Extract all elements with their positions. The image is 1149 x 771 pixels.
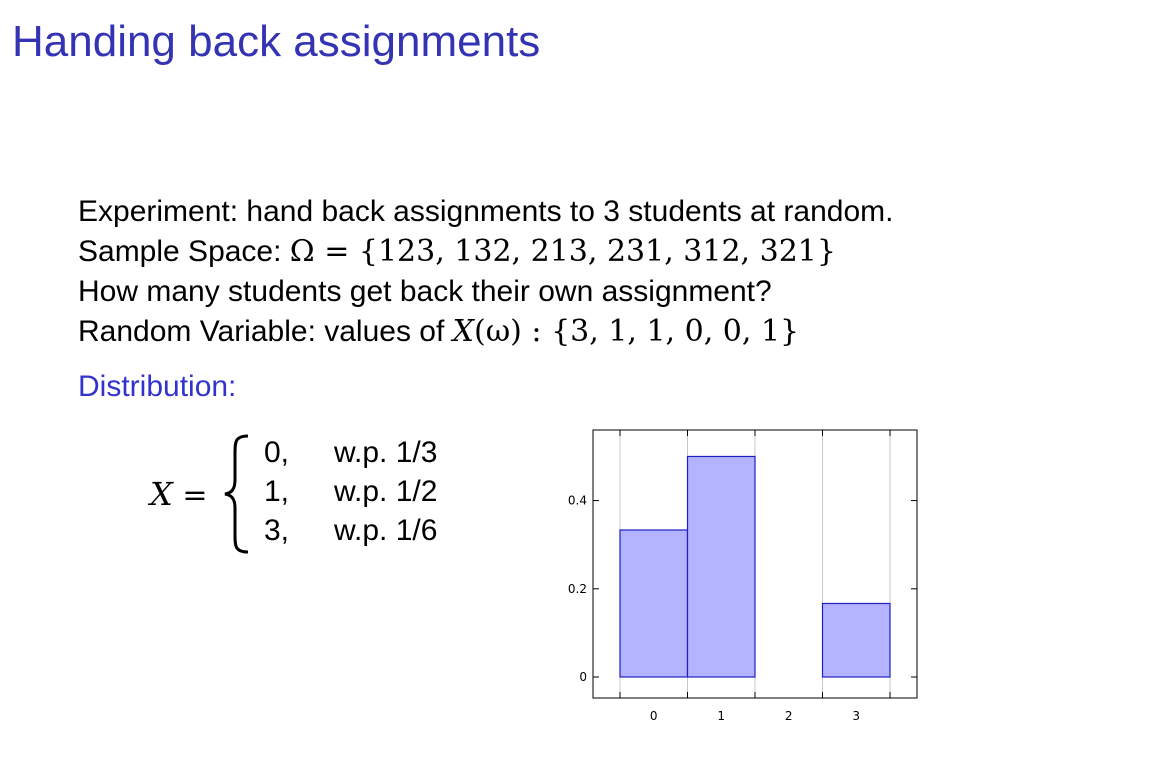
case-row: 1, w.p. 1/2 (264, 473, 437, 511)
random-variable-values: (ω) : {3, 1, 1, 0, 0, 1} (474, 314, 800, 349)
random-variable-symbol: X (452, 314, 475, 349)
experiment-line: Experiment: hand back assignments to 3 s… (78, 192, 893, 232)
y-tick-label: 0.4 (568, 494, 587, 508)
question-line: How many students get back their own ass… (78, 272, 893, 312)
piecewise-equals: = (172, 478, 208, 513)
piecewise-definition: X = 0, w.p. 1/3 1, w.p. 1/2 3, w.p. 1/6 (150, 432, 480, 560)
bar (686, 455, 756, 678)
piecewise-variable: X (150, 475, 173, 513)
left-brace-icon (224, 434, 249, 554)
distribution-chart: 0 0.2 0.4 0 1 2 3 (550, 420, 930, 740)
y-tick-label: 0.2 (568, 582, 587, 596)
bar-chart: 0 0.2 0.4 0 1 2 3 (568, 429, 918, 723)
random-variable-line: Random Variable: values of X(ω) : {3, 1,… (78, 312, 893, 352)
sample-space-label: Sample Space: (78, 235, 290, 268)
case-value: 0, (264, 436, 290, 469)
bar (821, 602, 891, 678)
y-tick-label: 0 (579, 670, 587, 684)
case-probability: w.p. 1/2 (334, 475, 438, 508)
x-tick-label: 0 (650, 709, 658, 723)
experiment-text: Experiment: hand back assignments to 3 s… (78, 195, 894, 228)
x-tick-label: 1 (717, 709, 725, 723)
sample-space-line: Sample Space: Ω = {123, 132, 213, 231, 3… (78, 232, 893, 272)
case-row: 0, w.p. 1/3 (264, 434, 437, 472)
case-probability: w.p. 1/6 (334, 514, 438, 547)
sample-space-set: Ω = {123, 132, 213, 231, 312, 321} (289, 234, 836, 269)
x-tick-label: 2 (785, 709, 793, 723)
bar (619, 529, 689, 678)
case-value: 3, (264, 514, 290, 547)
case-probability: w.p. 1/3 (334, 436, 438, 469)
case-value: 1, (264, 475, 290, 508)
piecewise-lhs: X = (150, 474, 207, 516)
distribution-label: Distribution: (78, 370, 237, 403)
x-tick-label: 3 (852, 709, 860, 723)
slide-title: Handing back assignments (12, 17, 541, 66)
question-text: How many students get back their own ass… (78, 275, 772, 308)
random-variable-label: Random Variable: values of (78, 315, 453, 348)
case-row: 3, w.p. 1/6 (264, 512, 437, 550)
slide-body: Experiment: hand back assignments to 3 s… (78, 192, 893, 352)
